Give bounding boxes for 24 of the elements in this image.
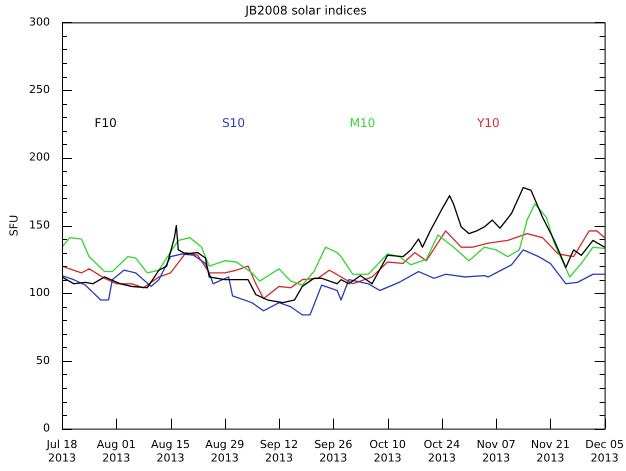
y-axis-title: SFU: [7, 214, 20, 236]
x-tick-label: Jul 18 2013: [46, 438, 78, 464]
y-tick-label: 0: [43, 421, 50, 434]
x-tick-label: Sep 26 2013: [314, 438, 352, 464]
text: F10: [94, 116, 117, 130]
y-tick-label: 300: [29, 15, 50, 28]
x-tick-label: Aug 29 2013: [205, 438, 244, 464]
y-tick-label: 100: [29, 286, 50, 300]
x-tick-label: Oct 24 2013: [424, 438, 460, 464]
x-tick-label: Nov 21 2013: [530, 438, 570, 464]
x-tick-label: Aug 15 2013: [151, 438, 190, 464]
x-tick-label: Dec 05 2013: [585, 438, 624, 464]
x-tick-label: Aug 01 2013: [96, 438, 136, 464]
y-tick-label: 150: [29, 218, 50, 232]
text: S10: [222, 116, 245, 130]
x-tick-label: Oct 10 2013: [369, 438, 406, 464]
x-tick-label: Sep 12 2013: [260, 438, 298, 464]
text: M10: [350, 116, 376, 130]
x-tick-label: Nov 07 2013: [476, 438, 516, 464]
y-tick-label: 50: [36, 354, 50, 367]
chart-title: JB2008 solar indices: [244, 3, 367, 18]
text: Y10: [476, 116, 500, 130]
y-tick-label: 250: [29, 82, 50, 96]
y-tick-label: 200: [29, 150, 50, 164]
